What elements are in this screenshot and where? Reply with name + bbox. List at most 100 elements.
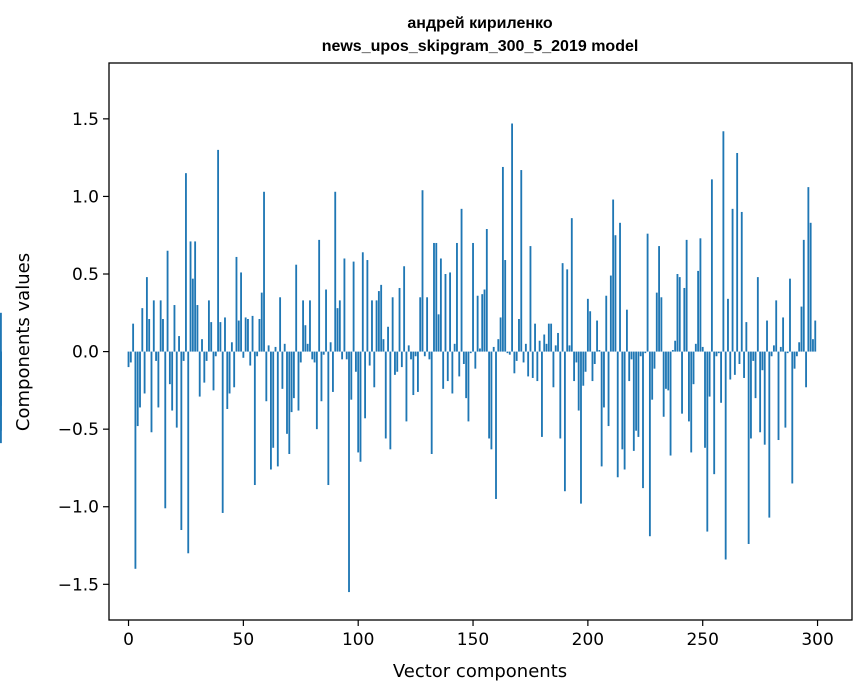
- bar-115: [391, 297, 394, 352]
- bar-234: [665, 351, 667, 389]
- bar-280: [770, 351, 773, 357]
- bar-71: [290, 351, 293, 413]
- bar-107: [373, 351, 376, 388]
- bar-204: [596, 320, 598, 352]
- bar-186: [554, 345, 557, 352]
- bar-250: [701, 346, 704, 352]
- bar-51: [244, 317, 247, 352]
- bar-264: [733, 351, 736, 375]
- bar-105: [368, 351, 371, 366]
- bar-229: [653, 351, 656, 369]
- bar-282: [775, 300, 778, 352]
- bar-278: [766, 320, 768, 352]
- bar-235: [667, 351, 670, 391]
- bar-63: [272, 351, 275, 448]
- bar-57: [258, 319, 261, 352]
- bar-295: [805, 351, 807, 388]
- bar-199: [584, 351, 587, 372]
- bar-97: [350, 351, 353, 400]
- bar-92: [338, 300, 341, 352]
- bar-111: [382, 339, 385, 352]
- bar-100: [357, 351, 360, 453]
- bar-268: [743, 351, 745, 378]
- bar-166: [508, 351, 511, 355]
- bar-175: [529, 246, 532, 352]
- bar-undefined: [0, 312, 2, 352]
- bar-35: [207, 300, 210, 352]
- bar-49: [240, 272, 242, 352]
- bar-222: [637, 351, 640, 437]
- bar-162: [499, 317, 502, 352]
- x-tick-label: 100: [342, 630, 374, 650]
- bar-9: [148, 319, 151, 352]
- bar-142: [453, 343, 456, 352]
- bar-6: [141, 308, 144, 352]
- bar-65: [276, 351, 279, 467]
- bar-228: [651, 351, 654, 400]
- bar-208: [605, 295, 608, 352]
- bar-160: [495, 351, 497, 499]
- bar-203: [593, 351, 596, 364]
- bar-56: [256, 351, 259, 357]
- bar-183: [547, 323, 550, 352]
- y-axis-label: Components values: [13, 253, 34, 431]
- y-tick-label: 1.0: [72, 187, 99, 207]
- bar-145: [460, 208, 463, 352]
- bar-27: [189, 241, 192, 352]
- bar-73: [295, 264, 298, 352]
- x-tick-label: 200: [572, 630, 604, 650]
- bar-139: [446, 351, 449, 382]
- bar-121: [405, 351, 408, 422]
- bar-25: [185, 173, 187, 352]
- bar-292: [798, 342, 801, 352]
- bar-109: [377, 291, 380, 352]
- bar-33: [203, 351, 206, 383]
- bar-48: [237, 320, 240, 352]
- bar-212: [614, 235, 617, 352]
- bar-undefined: [0, 351, 2, 444]
- bar-159: [492, 346, 495, 352]
- bar-13: [157, 351, 160, 408]
- bar-67: [281, 351, 284, 389]
- bar-185: [552, 351, 555, 388]
- bar-276: [761, 351, 764, 371]
- bar-240: [678, 277, 681, 352]
- bar-52: [247, 319, 249, 352]
- bar-72: [292, 351, 295, 399]
- bar-291: [795, 351, 798, 357]
- bar-231: [658, 246, 660, 352]
- bar-144: [458, 351, 461, 377]
- bar-116: [394, 351, 396, 375]
- bar-253: [708, 351, 711, 397]
- bar-248: [697, 270, 700, 352]
- bar-201: [589, 311, 592, 352]
- bar-152: [476, 295, 479, 352]
- bar-242: [683, 287, 686, 352]
- bar-12: [155, 351, 158, 361]
- bar-198: [582, 351, 585, 386]
- bar-91: [336, 308, 339, 352]
- bar-181: [543, 334, 546, 352]
- bar-98: [352, 261, 355, 352]
- bar-46: [233, 351, 236, 388]
- x-axis-label: Vector components: [393, 661, 567, 682]
- bar-172: [522, 351, 525, 363]
- bar-119: [400, 351, 403, 368]
- bar-279: [768, 351, 771, 518]
- bar-18: [168, 351, 171, 385]
- bar-80: [311, 351, 314, 360]
- bar-214: [619, 222, 621, 352]
- bar-106: [371, 300, 373, 352]
- bar-207: [603, 351, 605, 408]
- bar-298: [812, 339, 814, 352]
- bar-17: [166, 250, 169, 352]
- bar-87: [327, 351, 330, 486]
- bar-273: [754, 351, 757, 399]
- bar-254: [710, 179, 713, 352]
- bar-11: [152, 300, 155, 352]
- bar-290: [793, 351, 796, 369]
- x-tick-label: 0: [123, 630, 134, 650]
- bar-84: [320, 351, 323, 402]
- bar-24: [182, 351, 185, 361]
- bar-140: [449, 272, 451, 352]
